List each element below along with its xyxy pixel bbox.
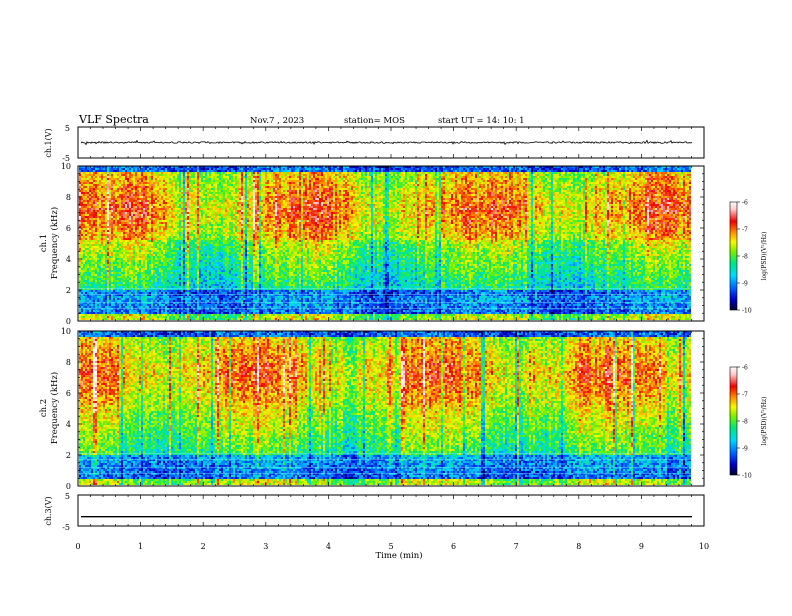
- ch1-spectrogram-panel: 0 2 4 6 8 10 ch.1 Frequency (kHz): [39, 162, 704, 326]
- frequency-tick-label: 6: [66, 389, 71, 398]
- frequency-tick-label: 4: [66, 255, 71, 264]
- time-tick-label: 4: [326, 542, 331, 551]
- frequency-tick-label: 10: [61, 327, 71, 336]
- ch1-voltage-panel: 5 -5 ch.1(V): [44, 124, 704, 163]
- time-tick-label: 10: [699, 542, 709, 551]
- time-tick-label: 7: [514, 542, 519, 551]
- frequency-tick-label: 8: [66, 193, 71, 202]
- ch2-spectrogram-image: [79, 331, 691, 485]
- ch2-spectrogram-ylabel-channel: ch.2: [39, 399, 49, 417]
- colorbar-tick-label: -10: [742, 473, 752, 480]
- frequency-tick-label: 2: [66, 286, 71, 295]
- ch1-spectrogram-ylabel-frequency: Frequency (kHz): [49, 207, 60, 279]
- ch1-colorbar: -6 -7 -8 -9 -10 log(PSD)(V²/Hz): [730, 200, 768, 315]
- station-label: station= MOS: [344, 116, 405, 126]
- frequency-tick-label: 2: [66, 451, 71, 460]
- ch3-ytick-label: -5: [62, 523, 70, 532]
- colorbar-tick-label: -10: [742, 308, 752, 315]
- ch3-voltage-frame: [78, 495, 704, 526]
- ch2-colorbar-ramp: [730, 367, 737, 475]
- time-tick-label: 8: [576, 542, 581, 551]
- ch1-colorbar-label: log(PSD)(V²/Hz): [761, 232, 768, 281]
- ch3-ytick-label: 5: [65, 492, 70, 501]
- time-tick-label: 6: [451, 542, 456, 551]
- ch2-colorbar: -6 -7 -8 -9 -10 log(PSD)(V²/Hz): [730, 365, 768, 480]
- ch1-voltage-ylabel: ch.1(V): [44, 128, 53, 157]
- time-tick-label: 0: [75, 542, 80, 551]
- time-tick-label: 3: [263, 542, 268, 551]
- date-label: Nov.7 , 2023: [250, 116, 304, 126]
- colorbar-tick-label: -9: [742, 281, 748, 288]
- ch2-spectrogram-panel: 0 2 4 6 8 10 ch.2 Frequency (kHz): [39, 327, 704, 491]
- figure-title: VLF Spectra: [78, 113, 149, 126]
- ch1-colorbar-ramp: [730, 202, 737, 310]
- time-tick-label: 5: [388, 542, 393, 551]
- ch1-spectrogram-image: [79, 166, 691, 320]
- colorbar-tick-label: -7: [742, 227, 748, 234]
- ch2-colorbar-label: log(PSD)(V²/Hz): [761, 397, 768, 446]
- colorbar-tick-label: -6: [742, 200, 748, 207]
- ch1-spectrogram-ylabel-channel: ch.1: [39, 234, 49, 252]
- ch1-ytick-label: 5: [65, 124, 70, 133]
- time-tick-label: 1: [138, 542, 143, 551]
- frequency-tick-label: 8: [66, 358, 71, 367]
- colorbar-tick-label: -7: [742, 392, 748, 399]
- colorbar-tick-label: -8: [742, 254, 748, 261]
- ch3-voltage-ylabel: ch.3(V): [44, 496, 53, 525]
- time-tick-label: 2: [201, 542, 206, 551]
- frequency-tick-label: 0: [66, 482, 71, 491]
- frequency-tick-label: 4: [66, 420, 71, 429]
- ch3-voltage-panel: 5 -5 ch.3(V): [44, 492, 704, 532]
- ch1-voltage-trace: [81, 140, 692, 144]
- start-ut-label: start UT = 14: 10: 1: [438, 116, 525, 126]
- frequency-tick-label: 10: [61, 162, 71, 171]
- colorbar-tick-label: -9: [742, 446, 748, 453]
- colorbar-tick-label: -6: [742, 365, 748, 372]
- colorbar-tick-label: -8: [742, 419, 748, 426]
- frequency-tick-label: 6: [66, 224, 71, 233]
- time-tick-label: 9: [639, 542, 644, 551]
- time-axis-label: Time (min): [375, 550, 422, 561]
- ch2-spectrogram-ylabel-frequency: Frequency (kHz): [49, 372, 60, 444]
- frequency-tick-label: 0: [66, 317, 71, 326]
